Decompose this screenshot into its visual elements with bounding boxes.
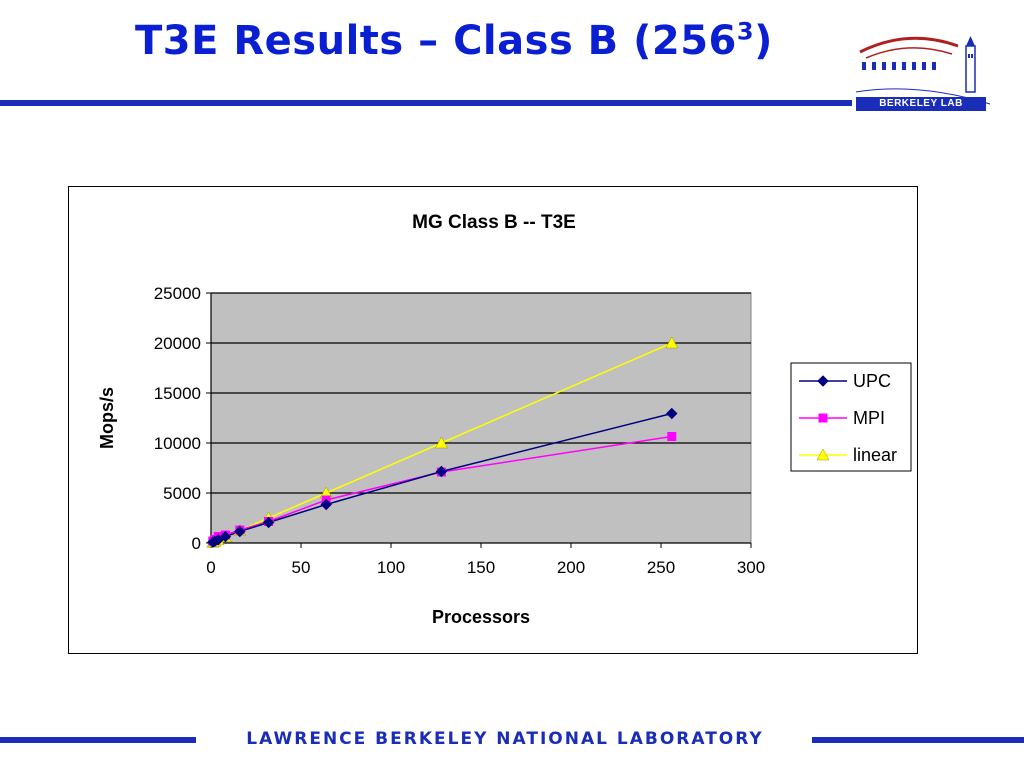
slide-title-close: ) [754,18,773,64]
legend-marker-linear [816,448,830,461]
title-rule [0,100,852,106]
y-tick-label: 25000 [154,284,201,303]
x-tick-label: 300 [737,558,765,577]
x-tick-label: 150 [467,558,495,577]
chart: 0 5000 10000 15000 20000 25000 0 50 100 150 200 250… [97,212,912,627]
footer-rule-right [812,737,1024,743]
x-tick-label: 100 [377,558,405,577]
chart-title: MG Class B -- T3E [412,212,576,233]
legend-label-upc: UPC [853,371,891,391]
footer-rule-left [0,737,196,743]
x-tick-label: 200 [557,558,585,577]
footer-text: LAWRENCE BERKELEY NATIONAL LABORATORY [246,729,764,749]
y-tick-label: 0 [192,534,201,553]
legend-marker-mpi [818,413,828,423]
data-point-upc [666,407,678,420]
data-point-upc [234,525,246,538]
data-point-mpi [667,432,677,441]
x-tick-label: 250 [647,558,675,577]
data-point-linear [434,436,448,449]
legend-label-linear: linear [853,445,897,465]
data-point-upc [435,465,448,478]
plot-area [210,292,752,544]
x-tick-label: 0 [206,558,215,577]
slide-title-superscript: 3 [736,17,755,46]
y-tick-label: 20000 [154,334,201,353]
data-point-linear [665,336,679,349]
y-tick-label: 10000 [154,434,201,453]
y-tick-label: 5000 [163,484,201,503]
x-tick-label: 50 [292,558,311,577]
legend-marker-upc [817,375,829,387]
slide-title: T3E Results – Class B (2563) [135,18,773,64]
data-point-upc [320,498,332,511]
y-tick-label: 15000 [154,384,201,403]
slide-title-text: T3E Results – Class B (256 [135,18,737,64]
logo-text: BERKELEY LAB [856,97,986,111]
data-point-upc [219,530,232,543]
y-axis-label: Mops/s [97,387,117,449]
chart-frame: 0 5000 10000 15000 20000 25000 0 50 100 150 200 250… [68,186,918,654]
legend-label-mpi: MPI [853,408,885,428]
x-axis-label: Processors [432,607,530,627]
data-point-upc [262,516,275,529]
